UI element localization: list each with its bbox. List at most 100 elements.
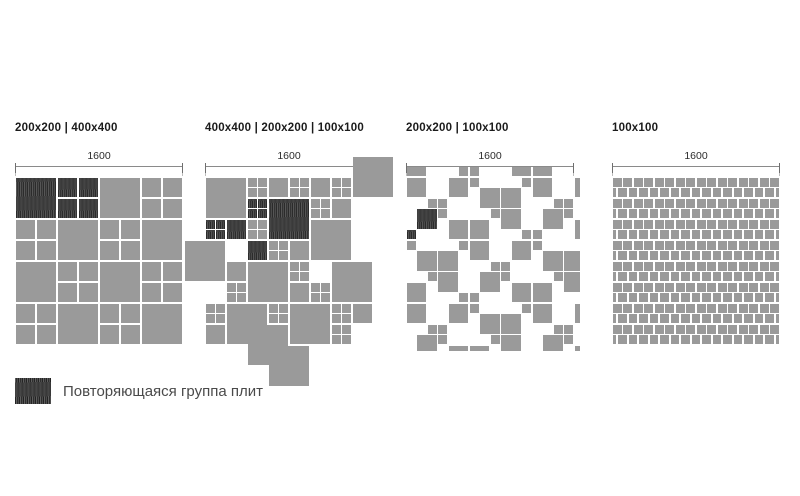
- tile-100: [765, 272, 774, 282]
- tile-100: [723, 272, 732, 282]
- tile-100: [702, 209, 711, 219]
- tile-100: [628, 188, 638, 198]
- tile-200: [162, 261, 183, 282]
- tile-100: [702, 314, 711, 324]
- tile-100: [728, 198, 738, 208]
- tile-100: [660, 209, 669, 219]
- tile-100: [375, 272, 384, 281]
- tile-100: [639, 209, 648, 219]
- tile-100: [216, 219, 226, 229]
- tile-400: [205, 177, 247, 219]
- tile-100: [501, 261, 511, 271]
- tile-100: [665, 282, 675, 292]
- tile-100: [649, 272, 659, 282]
- tile-200: [511, 240, 532, 261]
- tile-100: [427, 198, 437, 208]
- tile-100: [289, 261, 299, 271]
- tile-100: [712, 335, 722, 345]
- tile-200: [406, 167, 427, 177]
- tile-100: [585, 167, 594, 176]
- tile-100: [759, 261, 769, 271]
- tile-100: [717, 303, 727, 313]
- tile-200: [57, 177, 78, 198]
- tile-100: [310, 209, 320, 219]
- tile-200: [386, 241, 405, 260]
- tile-100: [639, 188, 648, 198]
- tile-400: [57, 219, 99, 261]
- tile-200: [78, 261, 99, 282]
- tile-200: [15, 240, 36, 261]
- tile-100: [205, 303, 215, 313]
- tile-100: [618, 335, 627, 345]
- tile-100: [775, 230, 780, 240]
- tile-100: [707, 240, 717, 250]
- tile-100: [321, 251, 331, 261]
- tile-100: [237, 293, 247, 303]
- tile-100: [633, 261, 643, 271]
- dimension-tick-right: [182, 160, 183, 173]
- tile-100: [532, 240, 542, 250]
- tile-100: [712, 251, 722, 261]
- tile-100: [310, 293, 320, 303]
- tile-200: [120, 303, 141, 324]
- tile-100: [522, 303, 532, 313]
- tile-100: [654, 282, 664, 292]
- tile-200: [511, 167, 532, 177]
- tile-100: [247, 198, 257, 208]
- tile-100: [654, 324, 664, 334]
- tile-100: [707, 219, 717, 229]
- tile-100: [279, 240, 289, 250]
- tile-100: [691, 335, 701, 345]
- tile-200: [501, 209, 521, 229]
- tile-100: [744, 251, 753, 261]
- tile-100: [765, 209, 774, 219]
- tile-200: [501, 314, 521, 334]
- tile-100: [733, 335, 743, 345]
- tile-200: [352, 303, 373, 324]
- tile-200: [375, 209, 394, 228]
- tile-100: [612, 251, 617, 261]
- tile-100: [665, 303, 675, 313]
- dimension-line-1: 1600: [15, 150, 183, 176]
- tile-100: [300, 188, 310, 198]
- tile-100: [754, 314, 764, 324]
- tile-100: [564, 198, 574, 208]
- tile-100: [533, 367, 542, 376]
- tile-100: [675, 219, 685, 229]
- tile-100: [633, 198, 643, 208]
- tile-100: [670, 335, 680, 345]
- tile-100: [623, 240, 633, 250]
- tile-100: [707, 198, 717, 208]
- tile-100: [649, 335, 659, 345]
- tile-100: [469, 303, 479, 313]
- tile-100: [775, 209, 780, 219]
- tile-200: [511, 282, 532, 303]
- dimension-bar: [406, 166, 574, 167]
- dimension-bar: [612, 166, 780, 167]
- tile-100: [775, 293, 780, 303]
- tile-100: [770, 261, 780, 271]
- tile-100: [247, 177, 257, 187]
- tile-100: [691, 272, 701, 282]
- tile-100: [623, 177, 633, 187]
- tile-100: [733, 230, 743, 240]
- tile-200: [564, 272, 580, 292]
- tile-100: [321, 198, 331, 208]
- tile-100: [331, 303, 341, 313]
- tile-100: [623, 219, 633, 229]
- tile-100: [707, 177, 717, 187]
- tile-100: [289, 324, 299, 334]
- tile-100: [628, 293, 638, 303]
- dimension-line-2: 1600: [205, 150, 373, 176]
- tile-100: [675, 324, 685, 334]
- tile-100: [310, 282, 320, 292]
- tile-200: [448, 177, 469, 198]
- tile-100: [618, 314, 627, 324]
- tile-100: [744, 272, 753, 282]
- tile-100: [749, 303, 759, 313]
- tile-100: [770, 282, 780, 292]
- tile-100: [375, 388, 384, 397]
- dimension-line-4: 1600: [612, 150, 780, 176]
- tile-100: [331, 188, 341, 198]
- tile-100: [723, 314, 732, 324]
